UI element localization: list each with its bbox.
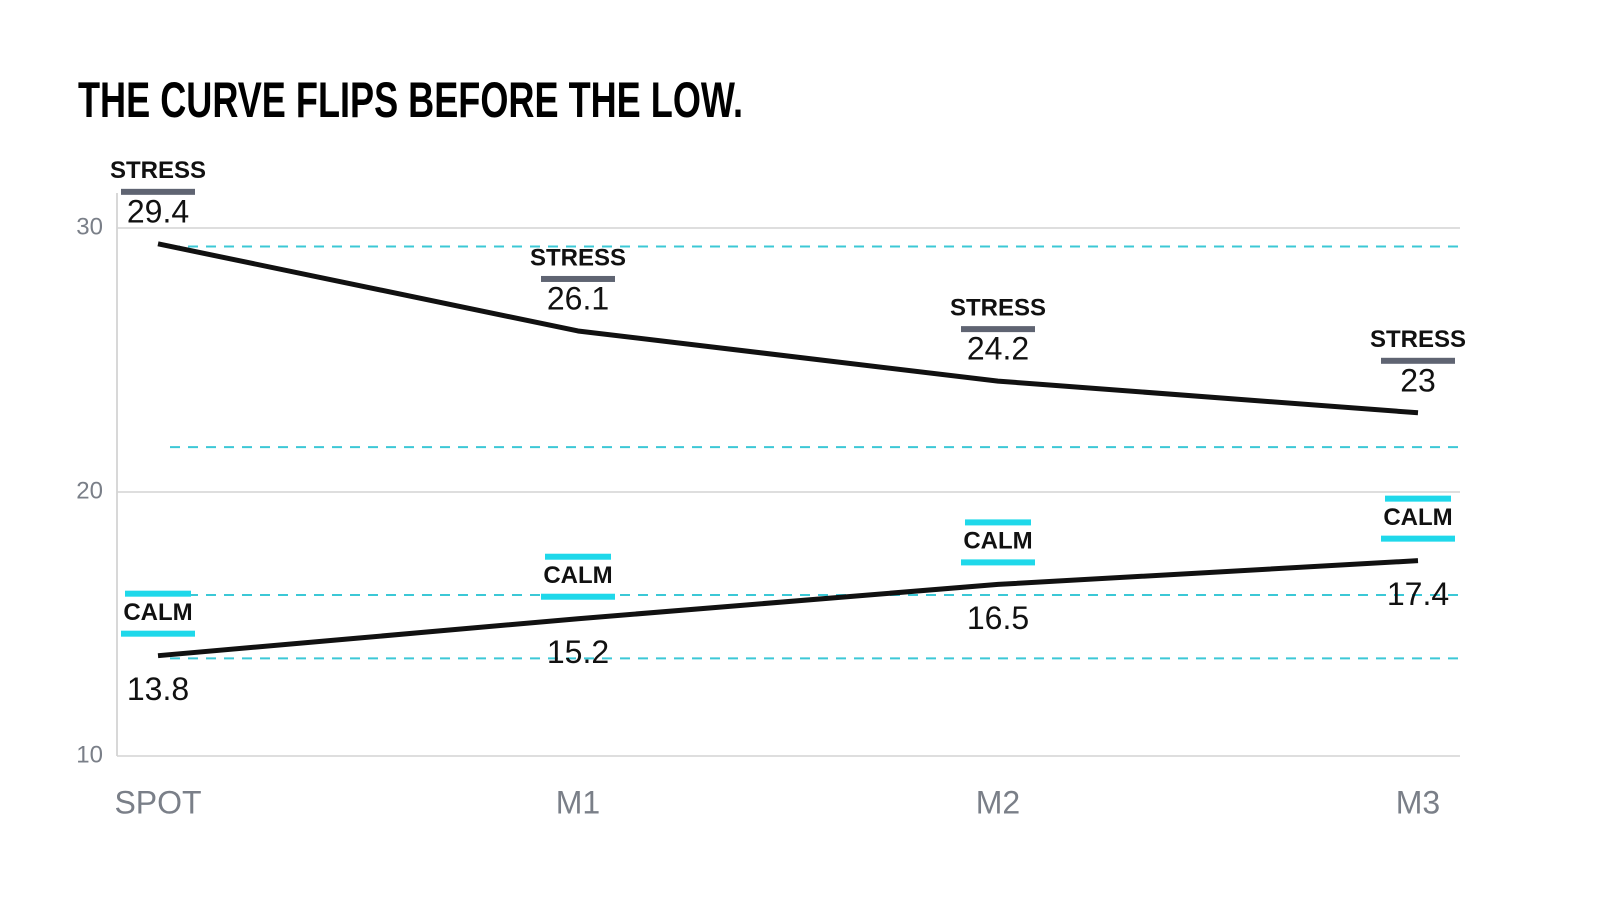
tag-bar: [545, 553, 611, 560]
tag-bar: [125, 590, 191, 597]
data-label: 29.4: [127, 193, 189, 229]
data-label: 23: [1400, 362, 1436, 398]
tag-bar: [961, 559, 1035, 566]
series-line: [157, 558, 1419, 659]
series-tag: STRESS: [950, 294, 1046, 321]
x-tick-label: M1: [556, 784, 600, 820]
series-tag: CALM: [963, 528, 1032, 555]
chart-title: THE CURVE FLIPS BEFORE THE LOW.: [78, 72, 743, 128]
x-tick-label: M3: [1396, 784, 1440, 820]
series-tag: STRESS: [530, 244, 626, 271]
series-tag: CALM: [543, 562, 612, 589]
tag-bar: [1385, 495, 1451, 502]
series-tag: CALM: [1383, 504, 1452, 531]
x-tick-label: M2: [976, 784, 1020, 820]
series-tag: STRESS: [1370, 326, 1466, 353]
tag-bar: [1381, 357, 1455, 364]
data-label: 13.8: [127, 671, 189, 707]
x-tick-label: SPOT: [114, 784, 201, 820]
series-tag: CALM: [123, 599, 192, 626]
series-line: [157, 241, 1419, 416]
y-tick-label: 10: [76, 741, 103, 768]
data-label: 15.2: [547, 634, 609, 670]
tag-bar: [541, 275, 615, 282]
tag-bar: [1381, 535, 1455, 542]
y-tick-label: 30: [76, 213, 103, 240]
data-label: 16.5: [967, 600, 1029, 636]
data-label: 24.2: [967, 331, 1029, 367]
series-tag: STRESS: [110, 157, 206, 184]
tag-bar: [965, 519, 1031, 526]
y-tick-label: 20: [76, 477, 103, 504]
data-label: 26.1: [547, 280, 609, 316]
tag-bar: [961, 326, 1035, 333]
tag-bar: [121, 630, 195, 637]
tag-bar: [541, 593, 615, 600]
tag-bar: [121, 188, 195, 195]
data-label: 17.4: [1387, 576, 1449, 612]
